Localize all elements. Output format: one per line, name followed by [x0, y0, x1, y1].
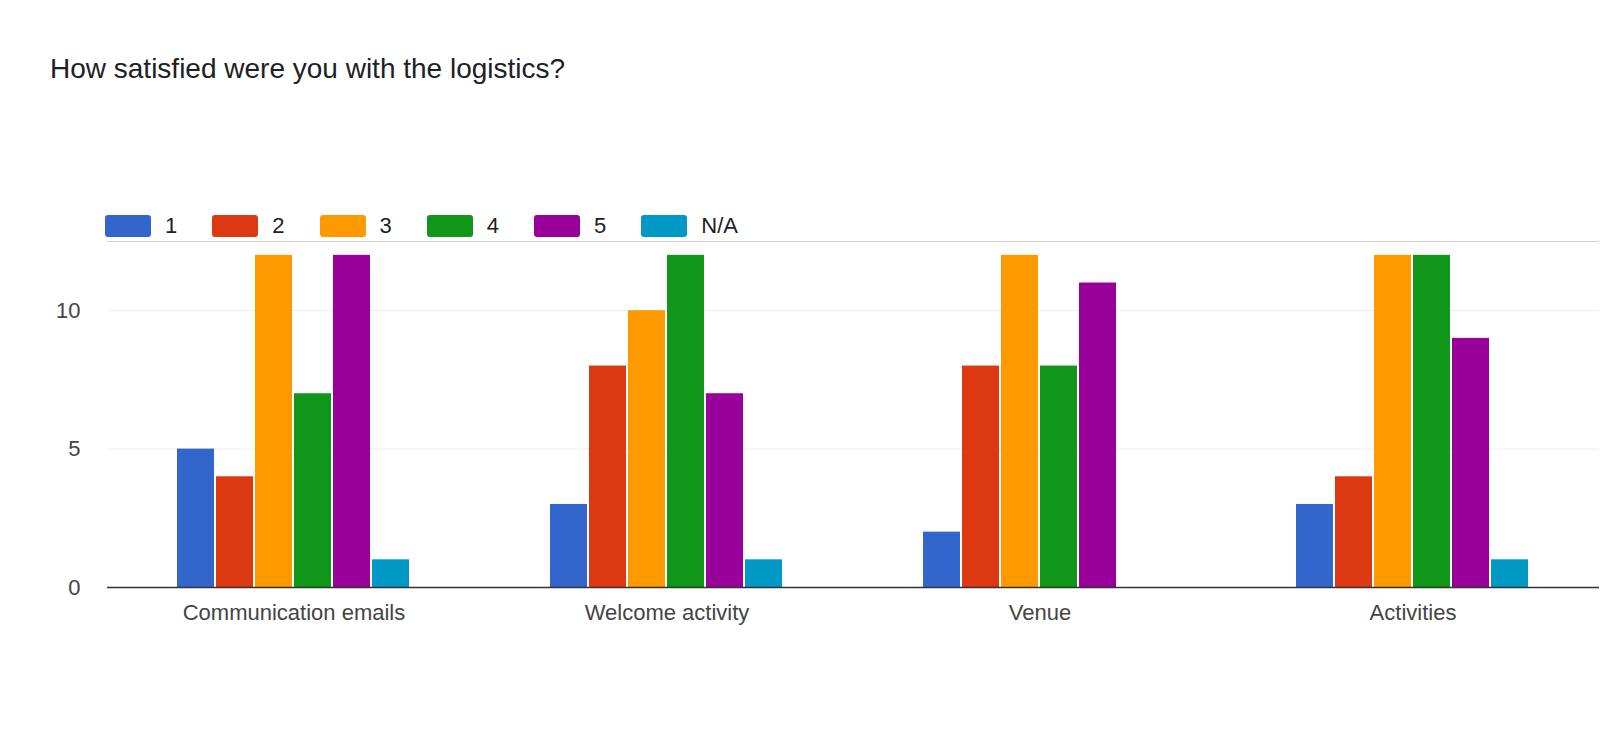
html-text:3: 3 [379, 213, 392, 238]
html-text:N/A: N/A [701, 213, 738, 238]
svg-text:0: 0 [68, 575, 80, 600]
svg-text:Venue: Venue [1009, 600, 1071, 625]
html-text:5: 5 [594, 213, 607, 238]
svg-text:Activities: Activities [1370, 600, 1457, 625]
html-text:2: 2 [272, 213, 285, 238]
svg-text:10: 10 [56, 298, 80, 323]
svg-text:Welcome activity: Welcome activity [585, 600, 750, 625]
svg-text:Communication emails: Communication emails [183, 600, 406, 625]
html-text:4: 4 [486, 213, 499, 238]
svg-text:5: 5 [68, 436, 80, 461]
html-text:1: 1 [165, 213, 178, 238]
html-text:How satisfied were you with th: How satisfied were you with the logistic… [50, 53, 566, 84]
